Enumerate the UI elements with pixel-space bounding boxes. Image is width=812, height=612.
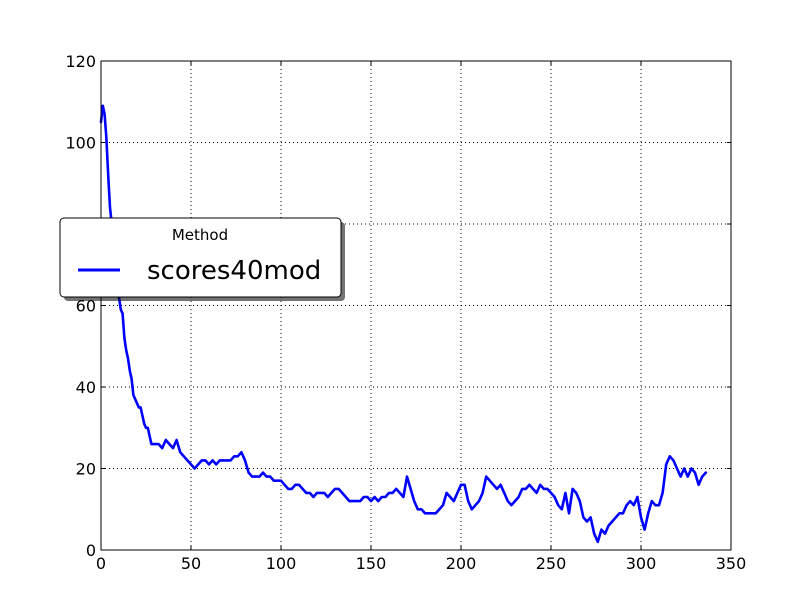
y-tick-label: 60 [76,297,96,316]
legend-title: Method [172,226,228,244]
x-tick-label: 50 [181,554,201,573]
y-tick-label: 40 [76,378,96,397]
grid-lines [101,61,731,550]
series-layer [99,104,708,544]
x-tick-label: 100 [266,554,297,573]
legend-label-scores40mod: scores40mod [147,256,321,286]
legend-box [59,217,342,298]
legend: Method scores40mod [59,217,345,301]
y-tick-label: 120 [65,52,96,71]
x-tick-label: 300 [626,554,657,573]
x-tick-label: 250 [536,554,567,573]
x-tick-label: 350 [716,554,747,573]
y-tick-label: 20 [76,460,96,479]
y-tick-label: 0 [86,541,96,560]
x-tick-label: 150 [356,554,387,573]
y-tick-label: 100 [65,134,96,153]
series-line-scores40mod [99,104,708,544]
axis-ticks: 050100150200250300350020406080100120 [65,52,746,573]
x-tick-label: 200 [446,554,477,573]
plot-frame [100,60,732,551]
x-tick-label: 0 [96,554,106,573]
